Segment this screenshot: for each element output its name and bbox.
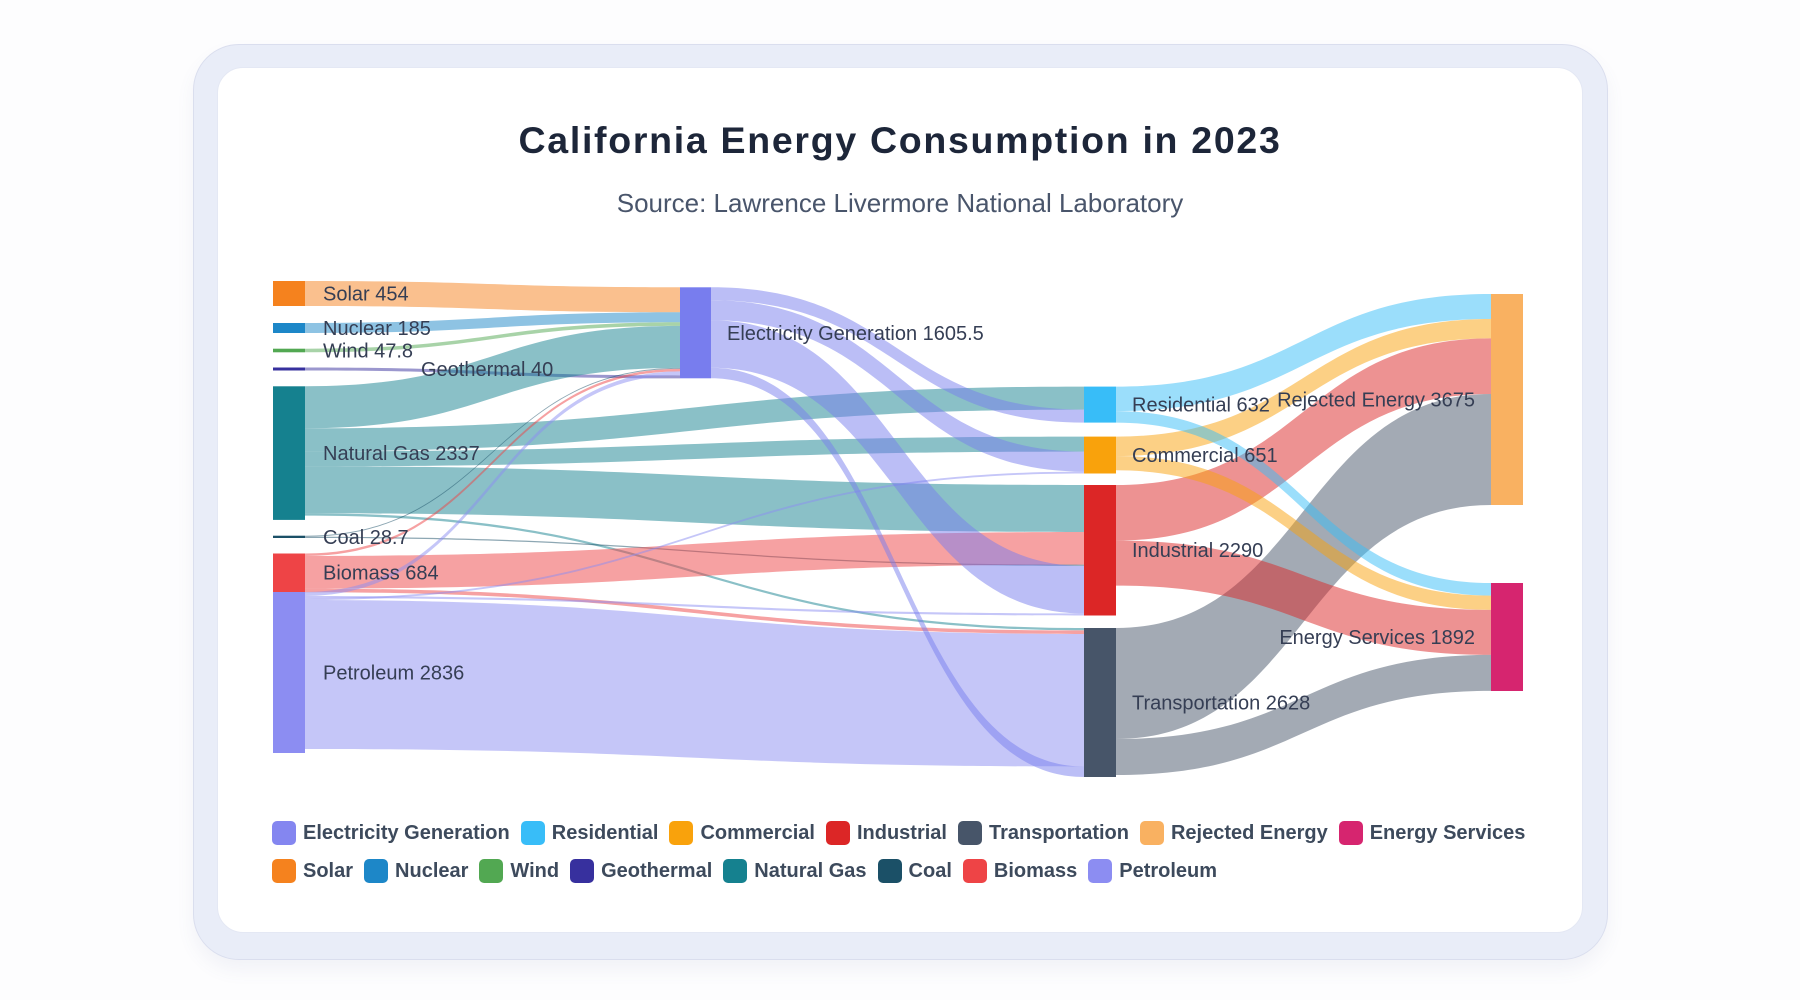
svg-text:Solar 454: Solar 454 bbox=[323, 284, 409, 306]
svg-text:Electricity Generation 1605.5: Electricity Generation 1605.5 bbox=[727, 323, 984, 345]
svg-text:Industrial 2290: Industrial 2290 bbox=[1132, 540, 1263, 562]
svg-text:Energy Services 1892: Energy Services 1892 bbox=[1279, 627, 1475, 649]
svg-text:Residential 632: Residential 632 bbox=[1132, 395, 1270, 417]
svg-text:Commercial 651: Commercial 651 bbox=[1132, 445, 1278, 467]
svg-text:Geothermal 40: Geothermal 40 bbox=[421, 359, 553, 381]
svg-text:Wind 47.8: Wind 47.8 bbox=[323, 341, 413, 363]
svg-text:Transportation 2628: Transportation 2628 bbox=[1132, 693, 1310, 715]
svg-text:Natural Gas 2337: Natural Gas 2337 bbox=[323, 443, 480, 465]
svg-text:Biomass 684: Biomass 684 bbox=[323, 563, 439, 585]
svg-text:Coal 28.7: Coal 28.7 bbox=[323, 527, 409, 549]
svg-text:Nuclear 185: Nuclear 185 bbox=[323, 318, 431, 340]
svg-text:Petroleum 2836: Petroleum 2836 bbox=[323, 663, 464, 685]
svg-text:Rejected Energy 3675: Rejected Energy 3675 bbox=[1277, 390, 1475, 412]
